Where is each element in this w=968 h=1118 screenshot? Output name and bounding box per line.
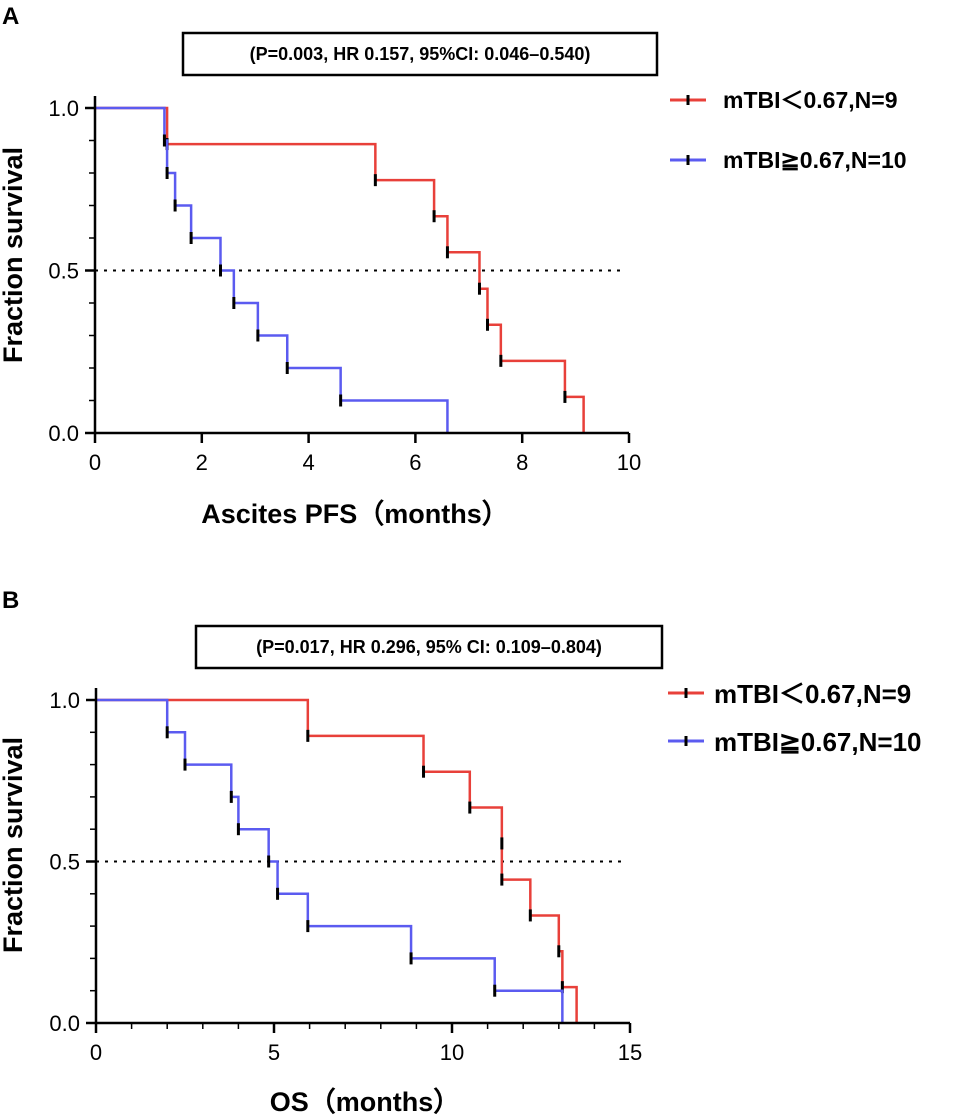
panel-b-stat-text: (P=0.017, HR 0.296, 95% CI: 0.109–0.804) bbox=[256, 637, 602, 657]
panel-a-plot-area: 0.0 0.5 1.0 0 2 4 6 8 10 bbox=[48, 96, 641, 475]
panel-a-curve-series-0 bbox=[95, 106, 585, 433]
panel-a-x-axis-label: Ascites PFS（months） bbox=[201, 499, 509, 529]
panel-b-stat-box bbox=[194, 624, 664, 670]
panel-a-stat-box bbox=[181, 31, 659, 77]
panel-a-legend-red-label: mTBI＜0.67,N=9 bbox=[723, 87, 898, 113]
panel-b-y-tick-label-0: 0.0 bbox=[49, 1011, 80, 1036]
panel-a: A (P=0.003, HR 0.157, 95%CI: 0.046–0.540… bbox=[0, 3, 907, 529]
panel-b-x-tick-label-1: 5 bbox=[268, 1040, 280, 1065]
panel-b-x-tick-label-3: 15 bbox=[618, 1040, 642, 1065]
panel-b-legend: mTBI＜0.67,N=9 mTBI≧0.67,N=10 bbox=[668, 679, 922, 757]
panel-a-stat-text: (P=0.003, HR 0.157, 95%CI: 0.046–0.540) bbox=[250, 44, 591, 64]
panel-b-curve-series-0 bbox=[96, 698, 578, 1023]
panel-a-y-axis-label: Fraction survival bbox=[0, 147, 28, 363]
panel-b-legend-blue-label: mTBI≧0.67,N=10 bbox=[714, 727, 922, 757]
panel-a-x-tick-label-1: 2 bbox=[196, 450, 208, 475]
panel-a-x-tick-label-5: 10 bbox=[617, 450, 641, 475]
panel-b-plot-area: 0.0 0.5 1.0 0 5 10 15 bbox=[49, 688, 642, 1065]
panel-a-y-tick-label-1: 0.5 bbox=[48, 259, 79, 284]
panel-b-label: B bbox=[2, 587, 19, 614]
panel-a-x-tick-label-0: 0 bbox=[89, 450, 101, 475]
panel-a-x-tick-label-4: 8 bbox=[516, 450, 528, 475]
panel-b-y-tick-label-2: 1.0 bbox=[49, 688, 80, 713]
panel-b: B (P=0.017, HR 0.296, 95% CI: 0.109–0.80… bbox=[0, 587, 922, 1117]
panel-b-x-axis-label: OS（months） bbox=[270, 1087, 461, 1117]
panel-a-x-tick-label-3: 6 bbox=[409, 450, 421, 475]
panel-a-x-tick-label-2: 4 bbox=[302, 450, 314, 475]
panel-b-x-tick-label-2: 10 bbox=[440, 1040, 464, 1065]
panel-a-legend: mTBI＜0.67,N=9 mTBI≧0.67,N=10 bbox=[670, 87, 907, 173]
panel-a-y-tick-label-2: 1.0 bbox=[48, 96, 79, 121]
panel-b-legend-red-label: mTBI＜0.67,N=9 bbox=[714, 679, 911, 709]
panel-b-x-tick-label-0: 0 bbox=[90, 1040, 102, 1065]
panel-a-label: A bbox=[2, 3, 19, 30]
panel-a-legend-blue-label: mTBI≧0.67,N=10 bbox=[723, 147, 907, 173]
panel-a-y-tick-label-0: 0.0 bbox=[48, 421, 79, 446]
panel-b-y-axis-label: Fraction survival bbox=[0, 737, 28, 953]
panel-b-y-tick-label-1: 0.5 bbox=[49, 850, 80, 875]
